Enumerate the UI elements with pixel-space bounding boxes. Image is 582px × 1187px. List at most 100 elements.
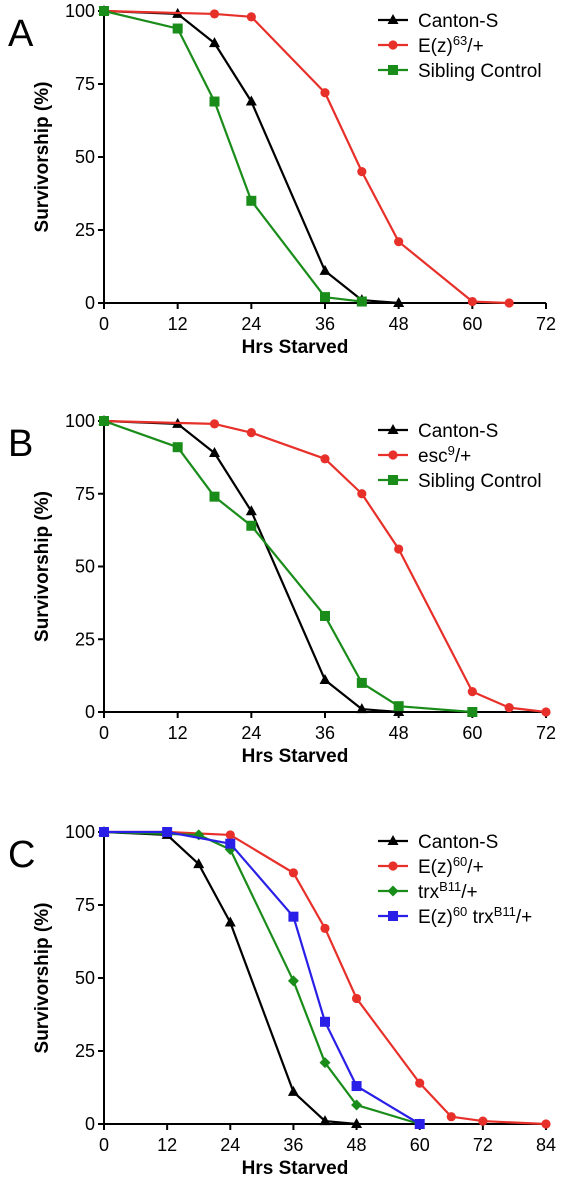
data-point [245, 95, 257, 106]
x-tick-label: 72 [536, 723, 556, 743]
series [99, 416, 478, 717]
legend-entry: Sibling Control [378, 471, 542, 492]
data-point [446, 1112, 456, 1122]
data-point [320, 88, 330, 98]
legend-entry: trxB11/+ [378, 879, 478, 904]
data-point [193, 858, 205, 869]
legend-text-part: E(z) [418, 857, 453, 878]
data-point [351, 1099, 363, 1111]
legend-superscript: 60 [453, 854, 467, 869]
x-tick-label: 0 [99, 723, 109, 743]
x-tick-label: 36 [283, 1135, 303, 1155]
x-tick-label: 24 [241, 314, 261, 334]
data-point [393, 297, 405, 307]
y-tick-label: 100 [65, 411, 95, 431]
legend-text-part: /+ [461, 882, 477, 903]
x-tick-label: 48 [347, 1135, 367, 1155]
legend-superscript: B11 [439, 879, 461, 894]
data-point [467, 707, 478, 717]
legend-text-part: E(z) [418, 36, 453, 57]
legend-text-part: trx [467, 907, 494, 928]
legend-text-part: Sibling Control [418, 61, 542, 82]
legend-entry: E(z)60 trxB11/+ [378, 904, 532, 929]
series-line [103, 9, 510, 305]
legend-entry: Canton-S [378, 421, 498, 442]
legend-marker [388, 65, 398, 75]
data-point [162, 827, 173, 837]
data-point [224, 916, 236, 927]
data-point [172, 442, 183, 453]
data-point [209, 491, 220, 502]
data-point [319, 1115, 331, 1126]
y-tick-label: 100 [65, 822, 95, 842]
legend-label: trxB11/+ [418, 879, 478, 904]
data-point [287, 975, 299, 987]
data-point [209, 9, 220, 19]
legend-text-part: Sibling Control [418, 471, 542, 492]
data-point [357, 167, 367, 177]
data-point [467, 296, 477, 307]
y-tick-label: 0 [85, 702, 95, 722]
data-point [415, 1078, 425, 1088]
data-point [209, 447, 220, 458]
data-point [356, 296, 367, 307]
x-tick-label: 12 [168, 723, 188, 743]
legend-marker [387, 885, 399, 897]
series [98, 5, 405, 307]
x-tick-label: 12 [168, 314, 188, 334]
data-point [320, 1016, 330, 1027]
data-point [541, 1119, 551, 1129]
legend-label: E(z)63/+ [418, 33, 484, 58]
data-point [356, 703, 368, 714]
x-tick-label: 60 [410, 1135, 430, 1155]
series [99, 416, 551, 717]
y-axis-title: Survivorship (%) [32, 903, 53, 1054]
data-point [319, 264, 331, 275]
x-tick-label: 36 [315, 314, 335, 334]
legend-entry: Sibling Control [378, 61, 542, 82]
series [99, 6, 367, 307]
data-point [99, 827, 109, 837]
y-tick-label: 75 [75, 895, 95, 915]
panel-letter: B [8, 423, 33, 465]
series-line [104, 830, 421, 1125]
legend-text-part: /+ [467, 857, 483, 878]
legend-label: E(z)60 trxB11/+ [418, 904, 532, 929]
y-axis-title: Survivorship (%) [32, 82, 53, 233]
series-line [103, 830, 421, 1126]
data-point [287, 1085, 299, 1096]
data-point [225, 838, 236, 849]
legend-marker [388, 861, 398, 871]
panel-c: C 0 12 24 36 48 60 72 84 0 25 50 75 100 Hrs Starved Sur… [8, 822, 556, 1179]
y-tick-label: 50 [75, 147, 95, 167]
series [98, 415, 405, 716]
legend-entry: E(z)60/+ [378, 854, 484, 878]
data-point [99, 416, 109, 426]
legend-marker [388, 450, 398, 460]
data-point [394, 237, 404, 247]
legend-text-part: Canton-S [418, 832, 498, 853]
legend-label: Sibling Control [418, 471, 542, 492]
series-line [103, 9, 362, 303]
legend-label: Sibling Control [418, 61, 542, 82]
data-point [351, 993, 362, 1004]
y-tick-label: 0 [85, 293, 95, 313]
data-point [351, 1118, 363, 1128]
legend-superscript: 9 [448, 443, 455, 458]
legend-label: Canton-S [418, 832, 498, 853]
legend-entry: Canton-S [378, 11, 498, 32]
data-point [246, 12, 256, 22]
legend-text-part: Canton-S [418, 11, 498, 32]
legend-text-part: Canton-S [418, 421, 498, 442]
x-tick-label: 48 [389, 723, 409, 743]
data-point [478, 1116, 488, 1126]
data-point [541, 707, 551, 717]
x-tick-label: 60 [462, 314, 482, 334]
legend-text-part: /+ [455, 446, 471, 467]
series-line [103, 830, 357, 1126]
legend-text-part: trx [418, 882, 440, 903]
data-point [288, 868, 299, 878]
series [98, 826, 426, 1130]
data-point [504, 703, 514, 713]
x-axis-title: Hrs Starved [242, 1158, 349, 1179]
